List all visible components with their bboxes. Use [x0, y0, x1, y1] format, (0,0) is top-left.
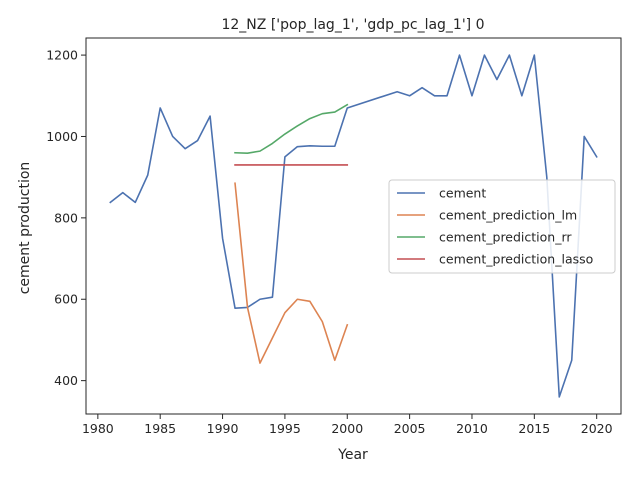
y-tick-label: 800 — [54, 210, 78, 225]
series-line-cement-prediction-lm — [234, 182, 349, 364]
legend: cement cement_prediction_lm cement_predict… — [388, 179, 616, 274]
y-tick-label: 600 — [54, 292, 78, 307]
chart-title: 12_NZ ['pop_lag_1', 'gdp_pc_lag_1'] 0 — [221, 17, 484, 33]
legend-label-cement-prediction-lasso: cement_prediction_lasso — [439, 252, 593, 267]
x-tick-label: 2020 — [581, 421, 613, 436]
x-tick-label: 1980 — [82, 421, 114, 436]
x-tick-label: 1995 — [269, 421, 301, 436]
y-tick-label: 400 — [54, 373, 78, 388]
x-axis-label: Year — [337, 447, 368, 463]
x-tick-label: 1985 — [144, 421, 176, 436]
plot-area: 1980 1985 1990 1995 2000 2005 2010 2015 2020 400 6… — [46, 37, 622, 436]
y-axis-label: cement production — [17, 162, 33, 295]
x-tick-label: 2010 — [456, 421, 488, 436]
x-tick-label: 2015 — [518, 421, 550, 436]
series-line-cement — [109, 54, 598, 398]
y-tick-label: 1000 — [46, 129, 78, 144]
axes-frame — [85, 37, 622, 415]
x-tick-label: 2000 — [331, 421, 363, 436]
series-line-cement-prediction-rr — [234, 103, 349, 154]
legend-label-cement-prediction-lm: cement_prediction_lm — [439, 208, 577, 223]
legend-label-cement-prediction-rr: cement_prediction_rr — [439, 230, 572, 245]
legend-label-cement: cement — [439, 186, 486, 201]
x-tick-label: 2005 — [394, 421, 426, 436]
y-tick-label: 1200 — [46, 48, 78, 63]
legend-box — [388, 179, 616, 274]
x-tick-label: 1990 — [207, 421, 239, 436]
